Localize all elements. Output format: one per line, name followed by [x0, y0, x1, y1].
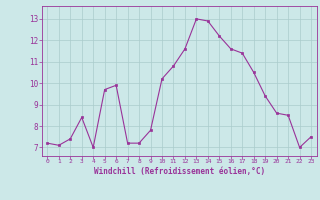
X-axis label: Windchill (Refroidissement éolien,°C): Windchill (Refroidissement éolien,°C)	[94, 167, 265, 176]
